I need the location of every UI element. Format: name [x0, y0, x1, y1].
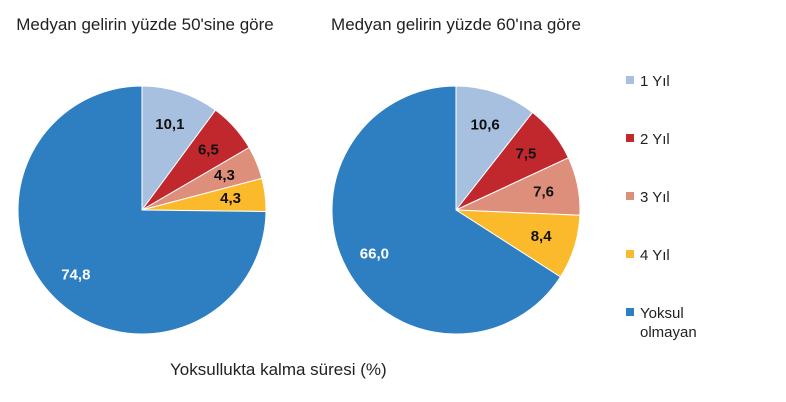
pie-slice — [331, 85, 562, 335]
pie-slice — [455, 85, 534, 212]
data-label: 74,8 — [61, 266, 90, 283]
legend-label: 1 Yıl — [640, 73, 670, 90]
legend-swatch — [626, 76, 634, 84]
legend-label: 2 Yıl — [640, 131, 670, 148]
legend-swatch — [626, 192, 634, 200]
data-label: 4,3 — [214, 167, 235, 184]
legend-label: 4 Yıl — [640, 247, 670, 264]
chart-title: Medyan gelirin yüzde 60'ına göre — [331, 15, 581, 34]
legend-label: Yoksul olmayan — [640, 305, 697, 341]
legend-swatch — [626, 250, 634, 258]
legend-swatch — [626, 308, 634, 316]
data-label: 6,5 — [198, 141, 219, 158]
legend-swatch — [626, 134, 634, 142]
data-label: 7,6 — [533, 184, 554, 201]
data-label: 10,1 — [155, 116, 184, 133]
data-label: 7,5 — [516, 146, 537, 163]
legend-label: 3 Yıl — [640, 189, 670, 206]
pie-slice — [17, 85, 267, 335]
data-label: 4,3 — [220, 190, 241, 207]
data-label: 8,4 — [531, 228, 553, 245]
pie-slice — [141, 85, 217, 212]
data-label: 66,0 — [360, 246, 389, 263]
chart-title: Medyan gelirin yüzde 50'sine göre — [16, 15, 274, 34]
caption: Yoksullukta kalma süresi (%) — [170, 360, 387, 379]
data-label: 10,6 — [471, 117, 500, 134]
